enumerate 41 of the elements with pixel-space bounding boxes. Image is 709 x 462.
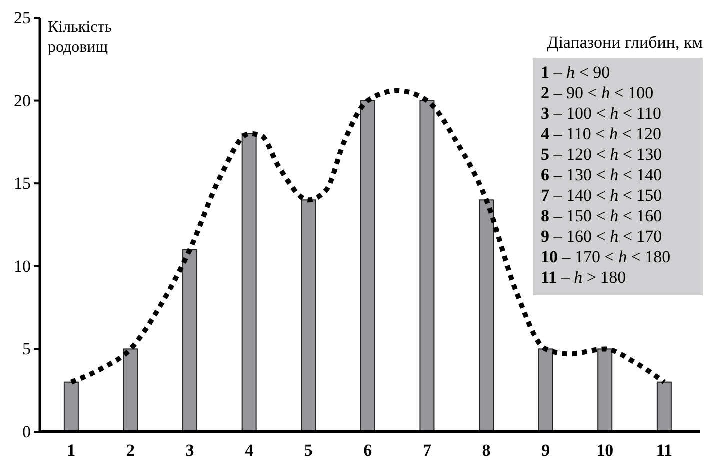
x-tick-label: 1 xyxy=(67,441,76,460)
annotation: 9 – 160 < h < 170 xyxy=(541,227,662,246)
bar xyxy=(64,382,79,432)
annotation: 7 – 140 < h < 150 xyxy=(541,186,662,205)
bar xyxy=(123,348,138,432)
x-tick-label: 8 xyxy=(482,441,491,460)
legend-title: Діапазони глибин, км xyxy=(547,33,704,52)
x-tick-label: 9 xyxy=(542,441,550,460)
annotation: 11 – h > 180 xyxy=(541,268,626,287)
bar xyxy=(656,382,672,432)
x-tick-label: 6 xyxy=(364,441,372,460)
x-tick-label: 3 xyxy=(186,441,194,460)
annotation: 6 – 130 < h < 140 xyxy=(541,166,662,184)
y-tick-label: 15 xyxy=(14,174,31,194)
bar xyxy=(420,100,435,432)
bar xyxy=(598,348,613,432)
x-tick-label: 5 xyxy=(304,441,313,460)
y-tick-label: 0 xyxy=(22,422,31,442)
bar xyxy=(182,249,198,432)
x-tick-label: 10 xyxy=(596,441,614,460)
annotation: 3 – 100 < h < 110 xyxy=(541,104,662,123)
y-tick-label: 20 xyxy=(14,91,31,110)
annotation: 10 – 170 < h < 180 xyxy=(541,248,671,266)
y-tick-label: 10 xyxy=(14,256,31,276)
annotation: 2 – 90 < h < 100 xyxy=(541,84,654,102)
annotation: 8 – 150 < h < 160 xyxy=(541,206,662,226)
bar xyxy=(538,348,554,432)
y-tick-label: 25 xyxy=(14,8,31,28)
bar xyxy=(301,200,316,432)
x-tick-label: 4 xyxy=(245,441,254,460)
bar xyxy=(479,200,494,432)
x-tick-label: 11 xyxy=(656,441,672,460)
bar xyxy=(242,133,257,432)
y-axis-title: Кількість родовищ xyxy=(48,19,112,56)
bar xyxy=(360,100,376,432)
x-tick-label: 2 xyxy=(126,441,135,460)
annotation: 4 – 110 < h < 120 xyxy=(541,124,662,144)
y-tick-label: 5 xyxy=(22,340,31,359)
x-tick-label: 7 xyxy=(422,441,432,460)
annotation: 1 – h < 90 xyxy=(541,63,610,82)
annotation: 5 – 120 < h < 130 xyxy=(541,145,662,164)
